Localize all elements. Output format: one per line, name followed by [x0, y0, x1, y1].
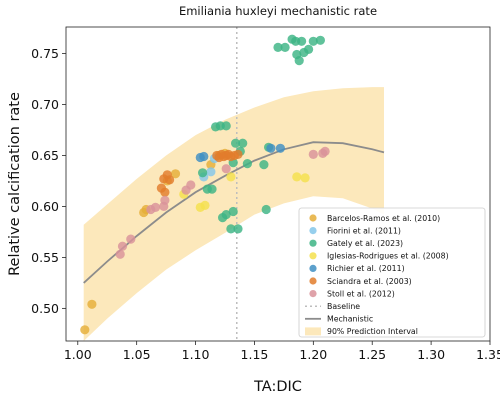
legend-marker-1 [309, 227, 317, 235]
x-tick-label: 1.20 [299, 347, 327, 362]
legend-label: Mechanistic [327, 315, 373, 324]
data-point [233, 149, 243, 159]
legend-label: 90% Prediction Interval [327, 327, 418, 336]
data-point [87, 299, 97, 309]
legend-marker-0 [309, 214, 317, 222]
data-point [221, 210, 231, 220]
legend: Barcelos-Ramos et al. (2010) Fiorini et a… [298, 207, 486, 338]
y-tick-label: 0.75 [31, 46, 59, 61]
data-point [165, 175, 175, 185]
x-tick-label: 1.15 [241, 347, 269, 362]
data-point [200, 200, 210, 210]
data-point [186, 180, 196, 190]
data-point [170, 169, 181, 179]
legend-label: Gately et al. (2023) [327, 239, 403, 248]
x-axis-label: TA:DIC [253, 379, 302, 395]
data-point [221, 121, 231, 131]
data-point [226, 224, 236, 234]
x-tick-label: 1.10 [182, 347, 210, 362]
data-point [300, 173, 310, 183]
legend-label: Fiorini et al. (2011) [327, 226, 401, 235]
series-6 [115, 146, 330, 259]
data-point [206, 167, 216, 177]
y-tick-label: 0.70 [31, 97, 59, 112]
data-point [231, 138, 241, 148]
data-point [115, 249, 125, 259]
y-axis: 0.50 0.55 0.60 0.65 0.70 0.75 [31, 46, 66, 316]
y-tick-label: 0.55 [31, 250, 59, 265]
legend-label: Barcelos-Ramos et al. (2010) [327, 214, 440, 223]
chart-title: Emiliania huxleyi mechanistic rate [179, 4, 377, 18]
data-point [273, 42, 283, 53]
legend-label: Iglesias-Rodrigues et al. (2008) [327, 252, 449, 261]
data-point [275, 143, 285, 153]
legend-marker-3 [309, 252, 317, 260]
data-point [294, 56, 304, 66]
data-point [297, 36, 307, 46]
data-point [198, 168, 208, 178]
x-tick-label: 1.00 [64, 347, 92, 362]
legend-marker-6 [309, 290, 317, 298]
legend-label: Stoll et al. (2012) [327, 289, 395, 298]
series-2 [198, 34, 325, 234]
legend-marker-interval [305, 327, 321, 336]
data-point [280, 42, 290, 53]
data-point [261, 204, 271, 215]
data-point [150, 202, 161, 212]
data-point [308, 36, 318, 46]
data-point [221, 164, 231, 174]
data-point [259, 160, 269, 170]
y-tick-label: 0.65 [31, 148, 59, 163]
legend-marker-2 [309, 239, 317, 247]
data-point [80, 325, 90, 335]
data-point [242, 159, 252, 169]
series-4 [195, 143, 285, 163]
data-point [199, 151, 209, 162]
data-point [233, 224, 243, 234]
data-point [308, 149, 318, 159]
data-point [117, 241, 128, 251]
legend-label: Sciandra et al. (2003) [327, 277, 412, 286]
data-point [315, 35, 325, 45]
data-point [238, 138, 248, 148]
x-tick-label: 1.05 [123, 347, 151, 362]
data-point [266, 143, 276, 153]
legend-label: Richier et al. (2011) [327, 264, 405, 273]
series-3 [179, 172, 310, 212]
data-point [160, 195, 170, 205]
data-point [304, 44, 314, 55]
legend-box [298, 207, 486, 338]
data-point [228, 206, 238, 217]
y-axis-label: Relative calcification rate [7, 92, 23, 276]
x-tick-label: 1.30 [417, 347, 445, 362]
y-tick-label: 0.50 [31, 301, 59, 316]
y-tick-label: 0.60 [31, 199, 59, 214]
data-point [126, 234, 136, 244]
x-tick-label: 1.25 [358, 347, 386, 362]
data-point [207, 184, 217, 194]
data-point [226, 172, 236, 182]
data-point [292, 172, 302, 182]
data-point [160, 187, 170, 197]
legend-label: Baseline [327, 302, 360, 311]
plot-area [80, 27, 385, 341]
legend-marker-5 [309, 277, 317, 285]
plot-frame [65, 26, 491, 342]
data-point [320, 146, 330, 156]
x-tick-label: 1.35 [476, 347, 500, 362]
series-5 [156, 149, 243, 197]
legend-marker-4 [309, 264, 317, 272]
x-axis: 1.00 1.05 1.10 1.15 1.20 1.25 1.30 1.35 [64, 341, 500, 362]
